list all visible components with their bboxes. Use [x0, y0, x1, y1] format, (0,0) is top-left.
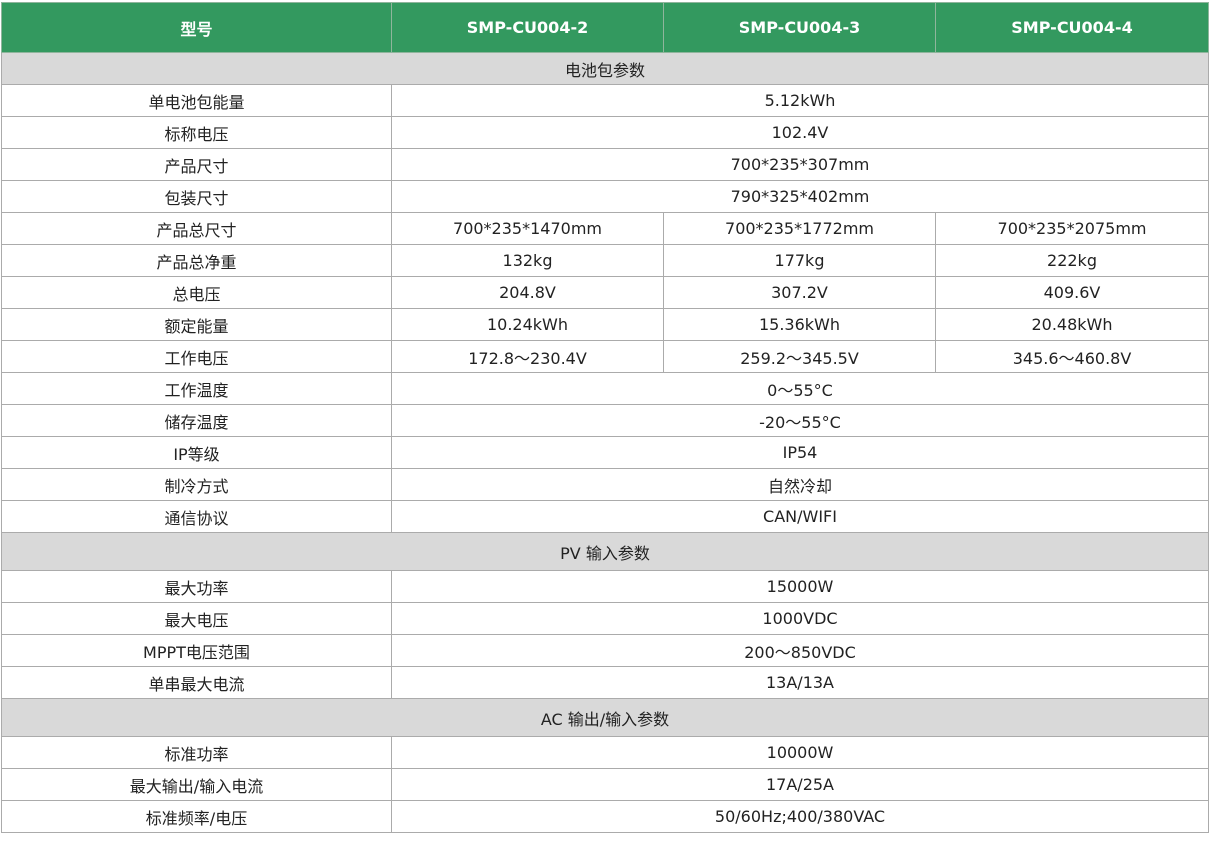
- param-label: 标准频率/电压: [1, 800, 392, 833]
- table-row: 产品总净重 132kg 177kg 222kg: [1, 244, 1209, 277]
- param-label: 最大输出/输入电流: [1, 768, 392, 801]
- table-row: 标称电压 102.4V: [1, 116, 1209, 149]
- param-value-model-2: 172.8～230.4V: [391, 340, 664, 373]
- param-value: CAN/WIFI: [391, 500, 1209, 533]
- table-row: 单串最大电流 13A/13A: [1, 666, 1209, 699]
- param-value: 102.4V: [391, 116, 1209, 149]
- param-label: 包装尺寸: [1, 180, 392, 213]
- param-value: -20～55°C: [391, 404, 1209, 437]
- table-row: 储存温度 -20～55°C: [1, 404, 1209, 437]
- table-row: 产品尺寸 700*235*307mm: [1, 148, 1209, 181]
- param-label: 产品尺寸: [1, 148, 392, 181]
- param-value: 17A/25A: [391, 768, 1209, 801]
- param-label: 通信协议: [1, 500, 392, 533]
- param-value-model-4: 409.6V: [935, 276, 1209, 309]
- param-label: 储存温度: [1, 404, 392, 437]
- table-row: 最大功率 15000W: [1, 570, 1209, 603]
- header-row: 型号 SMP-CU004-2 SMP-CU004-3 SMP-CU004-4: [1, 2, 1209, 53]
- param-value: 790*325*402mm: [391, 180, 1209, 213]
- section-row: PV 输入参数: [1, 532, 1209, 571]
- table-row: 额定能量 10.24kWh 15.36kWh 20.48kWh: [1, 308, 1209, 341]
- param-value-model-2: 10.24kWh: [391, 308, 664, 341]
- param-label: MPPT电压范围: [1, 634, 392, 667]
- table-row: 最大输出/输入电流 17A/25A: [1, 768, 1209, 801]
- section-title: PV 输入参数: [1, 532, 1209, 571]
- table-row: 通信协议 CAN/WIFI: [1, 500, 1209, 533]
- param-value-model-2: 132kg: [391, 244, 664, 277]
- table-row: 单电池包能量 5.12kWh: [1, 84, 1209, 117]
- header-model-label: 型号: [1, 2, 392, 53]
- param-label: 产品总净重: [1, 244, 392, 277]
- section-row: 电池包参数: [1, 52, 1209, 85]
- section-row: AC 输出/输入参数: [1, 698, 1209, 737]
- param-label: 标准功率: [1, 736, 392, 769]
- param-label: 工作电压: [1, 340, 392, 373]
- param-value-model-3: 259.2～345.5V: [663, 340, 936, 373]
- param-value: 1000VDC: [391, 602, 1209, 635]
- header-model-2: SMP-CU004-2: [391, 2, 664, 53]
- param-label: 额定能量: [1, 308, 392, 341]
- spec-body: 电池包参数 单电池包能量 5.12kWh 标称电压 102.4V 产品尺寸 700*235*…: [1, 52, 1209, 833]
- param-label: 最大功率: [1, 570, 392, 603]
- table-row: MPPT电压范围 200～850VDC: [1, 634, 1209, 667]
- table-row: 标准功率 10000W: [1, 736, 1209, 769]
- param-value: 5.12kWh: [391, 84, 1209, 117]
- param-value: 10000W: [391, 736, 1209, 769]
- param-value-model-4: 345.6～460.8V: [935, 340, 1209, 373]
- spec-table: 型号 SMP-CU004-2 SMP-CU004-3 SMP-CU004-4 电…: [1, 2, 1209, 833]
- table-row: IP等级 IP54: [1, 436, 1209, 469]
- param-value-model-3: 15.36kWh: [663, 308, 936, 341]
- table-row: 包装尺寸 790*325*402mm: [1, 180, 1209, 213]
- table-row: 产品总尺寸 700*235*1470mm 700*235*1772mm 700*235…: [1, 212, 1209, 245]
- param-value: 200～850VDC: [391, 634, 1209, 667]
- param-value: 700*235*307mm: [391, 148, 1209, 181]
- section-title: AC 输出/输入参数: [1, 698, 1209, 737]
- param-label: 单电池包能量: [1, 84, 392, 117]
- param-value: IP54: [391, 436, 1209, 469]
- param-value: 15000W: [391, 570, 1209, 603]
- param-value-model-4: 700*235*2075mm: [935, 212, 1209, 245]
- table-row: 制冷方式 自然冷却: [1, 468, 1209, 501]
- param-value-model-4: 20.48kWh: [935, 308, 1209, 341]
- table-row: 工作电压 172.8～230.4V 259.2～345.5V 345.6～460.8V: [1, 340, 1209, 373]
- param-value-model-4: 222kg: [935, 244, 1209, 277]
- param-value-model-3: 307.2V: [663, 276, 936, 309]
- param-value: 0～55°C: [391, 372, 1209, 405]
- param-value-model-3: 700*235*1772mm: [663, 212, 936, 245]
- param-label: IP等级: [1, 436, 392, 469]
- param-value: 13A/13A: [391, 666, 1209, 699]
- header-model-4: SMP-CU004-4: [935, 2, 1209, 53]
- param-value-model-2: 204.8V: [391, 276, 664, 309]
- table-row: 最大电压 1000VDC: [1, 602, 1209, 635]
- param-label: 单串最大电流: [1, 666, 392, 699]
- param-label: 工作温度: [1, 372, 392, 405]
- param-label: 标称电压: [1, 116, 392, 149]
- table-row: 工作温度 0～55°C: [1, 372, 1209, 405]
- param-label: 制冷方式: [1, 468, 392, 501]
- param-value: 自然冷却: [391, 468, 1209, 501]
- param-value: 50/60Hz;400/380VAC: [391, 800, 1209, 833]
- param-value-model-2: 700*235*1470mm: [391, 212, 664, 245]
- section-title: 电池包参数: [1, 52, 1209, 85]
- param-label: 总电压: [1, 276, 392, 309]
- param-label: 产品总尺寸: [1, 212, 392, 245]
- param-value-model-3: 177kg: [663, 244, 936, 277]
- table-row: 标准频率/电压 50/60Hz;400/380VAC: [1, 800, 1209, 833]
- param-label: 最大电压: [1, 602, 392, 635]
- header-model-3: SMP-CU004-3: [663, 2, 936, 53]
- table-row: 总电压 204.8V 307.2V 409.6V: [1, 276, 1209, 309]
